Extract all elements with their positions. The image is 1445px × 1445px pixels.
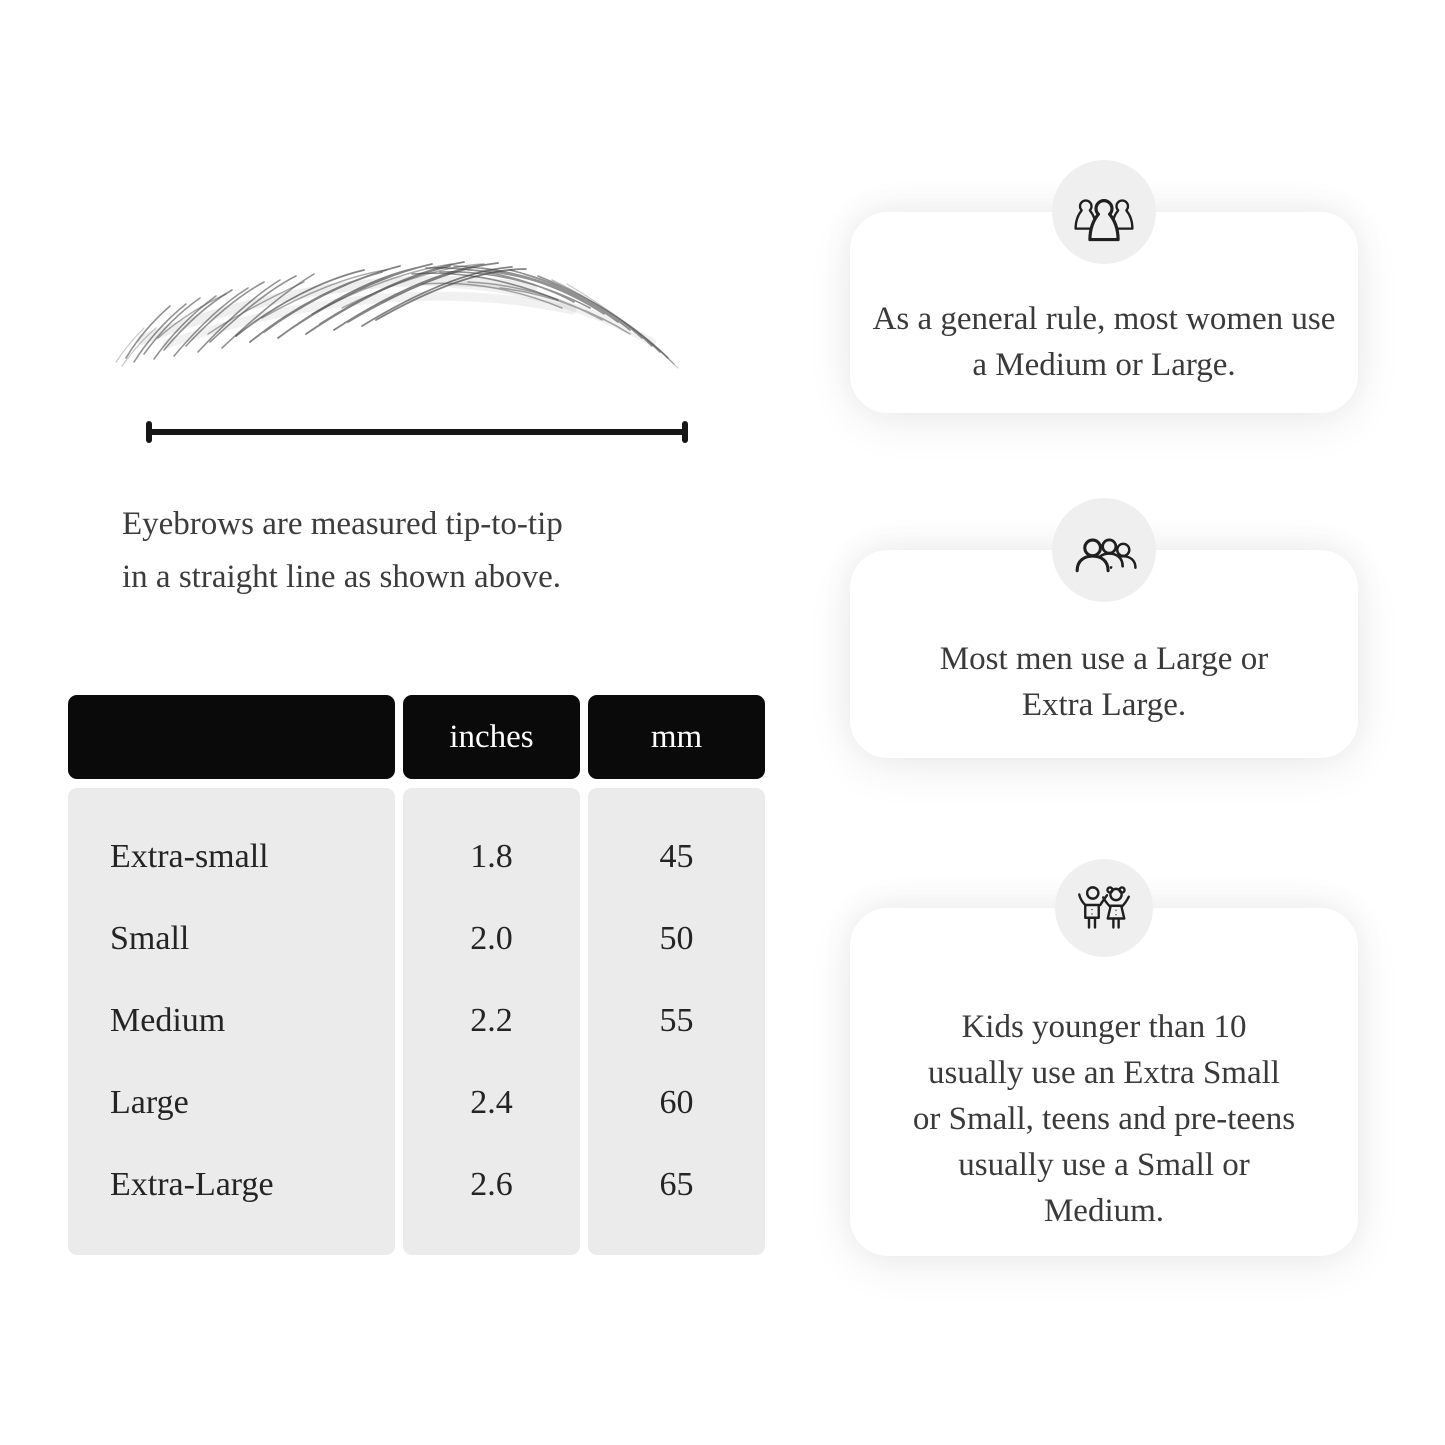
card-men: Most men use a Large or Extra Large.: [850, 498, 1358, 758]
size-label: Extra-small: [110, 838, 269, 875]
inches-value: 2.4: [470, 1084, 513, 1121]
size-label: Medium: [110, 1002, 226, 1039]
size-table-label-column: Extra-small Small Medium Large Extra-Lar…: [68, 788, 395, 1255]
card-men-text: Most men use a Large or Extra Large.: [939, 641, 1269, 723]
size-table-header-blank: [68, 695, 395, 779]
card-women: As a general rule, most women use a Medi…: [850, 160, 1358, 413]
mm-value: 45: [659, 838, 694, 875]
inches-value: 1.8: [470, 838, 513, 875]
card-kids: Kids younger than 10 usually use an Extr…: [850, 859, 1358, 1256]
size-label: Small: [110, 920, 190, 957]
inches-value: 2.2: [470, 1002, 513, 1039]
measurement-tick-right: [682, 421, 688, 443]
kids-icon-badge: [1055, 859, 1153, 957]
figure-caption-line-1: Eyebrows are measured tip-to-tip: [122, 506, 563, 542]
mm-value: 60: [659, 1084, 694, 1121]
measurement-line: [146, 421, 688, 443]
eyebrow-illustration: [115, 261, 679, 369]
card-kids-text: Kids younger than 10 usually use an Extr…: [912, 1009, 1296, 1229]
card-women-text: As a general rule, most women use a Medi…: [872, 300, 1336, 383]
women-group-icon: [1074, 199, 1134, 242]
women-icon-badge: [1052, 160, 1156, 264]
size-table: inches mm Extra-small Small Medium Large…: [68, 695, 765, 1255]
measurement-bar: [146, 429, 688, 435]
men-group-icon: [1075, 538, 1137, 573]
mm-value: 65: [659, 1166, 694, 1203]
inches-value: 2.6: [470, 1166, 513, 1203]
size-table-inches-column: 1.8 2.0 2.2 2.4 2.6: [403, 788, 580, 1255]
mm-value: 50: [659, 920, 694, 957]
figure-caption: Eyebrows are measured tip-to-tip in a st…: [122, 498, 762, 604]
size-label: Large: [110, 1084, 189, 1121]
size-table-mm-column: 45 50 55 60 65: [588, 788, 765, 1255]
men-icon-badge: [1052, 498, 1156, 602]
size-table-header-mm: mm: [588, 695, 765, 779]
children-icon: [1078, 886, 1130, 929]
figure-caption-line-2: in a straight line as shown above.: [122, 559, 561, 595]
mm-value: 55: [659, 1002, 694, 1039]
size-table-header-inches: inches: [403, 695, 580, 779]
size-label: Extra-Large: [110, 1166, 274, 1203]
inches-value: 2.0: [470, 920, 513, 957]
